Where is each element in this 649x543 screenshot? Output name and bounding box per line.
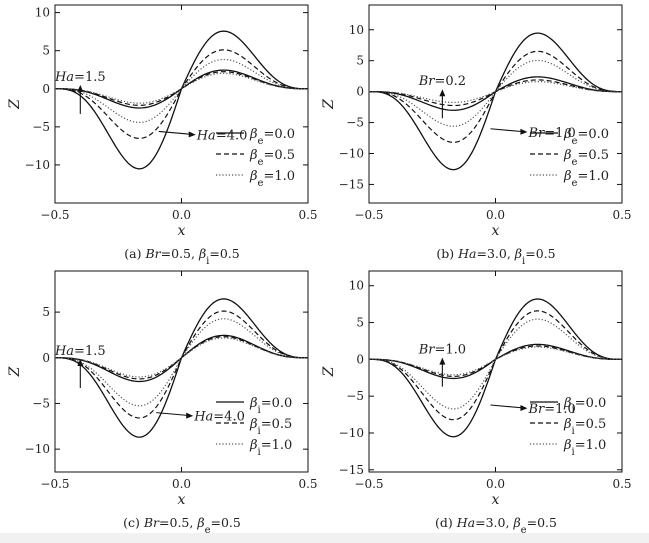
y-tick-label: −10: [25, 442, 50, 456]
legend-entry: βe=0.0: [249, 127, 295, 147]
legend-entry: βi=1.0: [249, 438, 292, 458]
annotation-label: Br=1.0: [527, 402, 575, 417]
x-axis-label: x: [178, 223, 186, 239]
series-line-dotted: [55, 58, 308, 123]
arrow-head: [520, 405, 528, 411]
y-axis-label: Z: [321, 99, 337, 110]
legend-entry: βi=0.5: [249, 417, 292, 437]
y-tick-label: 10: [349, 23, 364, 37]
arrow-head: [77, 84, 84, 92]
x-axis-label: x: [492, 492, 500, 508]
y-tick-label: −5: [346, 116, 364, 130]
y-tick-label: 5: [42, 305, 50, 319]
annotation-arrow: [490, 404, 525, 409]
annotation-label: Ha=4.0: [196, 128, 248, 143]
x-axis-label: x: [492, 223, 500, 239]
legend-entry: βe=1.0: [249, 169, 295, 189]
x-tick-label: −0.5: [40, 208, 69, 222]
legend-entry: βe=0.0: [563, 127, 609, 147]
x-tick-label: 0.5: [298, 208, 317, 222]
arrow-head: [520, 128, 528, 135]
x-axis-label: x: [178, 492, 186, 508]
panel-caption: (a) Br=0.5, βi=0.5: [124, 246, 239, 267]
annotation-arrow: [490, 128, 525, 133]
y-tick-label: −5: [346, 389, 364, 403]
y-tick-label: 0: [42, 351, 50, 365]
y-tick-label: 5: [356, 54, 364, 68]
x-tick-label: −0.5: [40, 477, 69, 491]
footer-strip: [0, 533, 649, 543]
series-line-dotted: [369, 346, 622, 376]
annotation-arrow: [158, 130, 193, 135]
x-tick-label: −0.5: [354, 477, 383, 491]
panel-d: −0.5 0.0 0.5−15−10−50510xZBr=1.0Br=1.0βi=0…: [321, 270, 632, 533]
series-line-dotted: [55, 318, 308, 407]
series-line-dashed: [55, 71, 308, 106]
y-axis-label: Z: [7, 99, 23, 110]
x-tick-label: 0.5: [612, 477, 631, 491]
y-tick-label: −5: [32, 396, 50, 410]
legend-entry: βe=0.5: [249, 148, 295, 168]
annotation-label: Br=0.2: [418, 74, 466, 89]
panel-caption: (b) Ha=3.0, βi=0.5: [436, 246, 555, 267]
legend-entry: βe=0.5: [563, 148, 609, 168]
y-axis-label: Z: [7, 366, 23, 377]
x-tick-label: 0.0: [172, 208, 191, 222]
annotation-label: Br=1.0: [418, 343, 466, 358]
annotation-label: Ha=1.5: [54, 70, 106, 85]
y-tick-label: 5: [42, 44, 50, 58]
y-tick-label: 10: [349, 279, 364, 293]
y-tick-label: 10: [35, 6, 50, 20]
panel-caption: (d) Ha=3.0, βe=0.5: [435, 515, 557, 533]
series-line-dotted: [55, 337, 308, 378]
arrow-head: [439, 89, 446, 97]
y-tick-label: −15: [339, 463, 364, 477]
panel-b: −0.5 0.0 0.5−15−10−50510xZBr=0.2Br=1.0βe=0…: [321, 4, 632, 267]
arrow-head: [188, 131, 196, 138]
panel-caption: (c) Br=0.5, βe=0.5: [123, 515, 241, 533]
x-tick-label: 0.0: [172, 477, 191, 491]
legend-entry: βe=1.0: [563, 169, 609, 189]
y-tick-label: 0: [356, 85, 364, 99]
legend-entry: βi=0.0: [563, 396, 606, 416]
y-tick-label: −10: [25, 158, 50, 172]
y-tick-label: −15: [339, 177, 364, 191]
annotation-label: Ha=1.5: [54, 344, 106, 359]
panel-c: −0.5 0.0 0.5−10−505xZHa=1.5Ha=4.0βi=0.0βi=…: [7, 270, 318, 533]
arrow-head: [439, 357, 446, 365]
arrow-head: [77, 358, 84, 366]
x-tick-label: −0.5: [354, 208, 383, 222]
arrow-head: [186, 412, 194, 419]
y-tick-label: 0: [42, 82, 50, 96]
legend-entry: βi=0.0: [249, 396, 292, 416]
x-tick-label: 0.5: [298, 477, 317, 491]
x-tick-label: 0.0: [486, 208, 505, 222]
legend-entry: βi=1.0: [563, 438, 606, 458]
x-tick-label: 0.5: [612, 208, 631, 222]
y-tick-label: 5: [356, 316, 364, 330]
annotation-label: Ha=4.0: [193, 410, 245, 425]
y-tick-label: −10: [339, 426, 364, 440]
y-tick-label: −5: [32, 120, 50, 134]
annotation-arrow: [156, 412, 191, 417]
series-line-dotted: [369, 81, 622, 104]
x-tick-label: 0.0: [486, 477, 505, 491]
y-tick-label: −10: [339, 147, 364, 161]
series-line-dotted: [55, 72, 308, 104]
legend-entry: βi=0.5: [563, 417, 606, 437]
y-axis-label: Z: [321, 366, 337, 377]
y-tick-label: 0: [356, 352, 364, 366]
